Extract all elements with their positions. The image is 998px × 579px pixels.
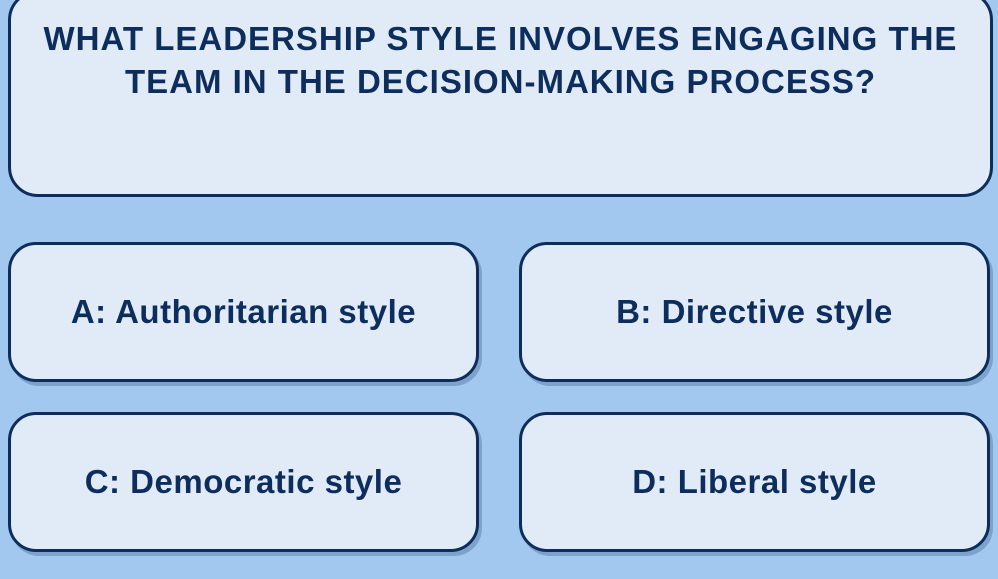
question-card: WHAT LEADERSHIP STYLE INVOLVES ENGAGING … [8, 0, 993, 197]
answer-option-a[interactable]: A: Authoritarian style [8, 242, 479, 382]
answer-option-b[interactable]: B: Directive style [519, 242, 990, 382]
answer-text-c: C: Democratic style [31, 463, 456, 501]
answer-text-d: D: Liberal style [542, 463, 967, 501]
answer-text-b: B: Directive style [542, 293, 967, 331]
answer-text-a: A: Authoritarian style [31, 293, 456, 331]
answer-option-d[interactable]: D: Liberal style [519, 412, 990, 552]
answers-grid: A: Authoritarian style B: Directive styl… [0, 207, 998, 552]
question-text: WHAT LEADERSHIP STYLE INVOLVES ENGAGING … [31, 18, 970, 104]
answer-option-c[interactable]: C: Democratic style [8, 412, 479, 552]
